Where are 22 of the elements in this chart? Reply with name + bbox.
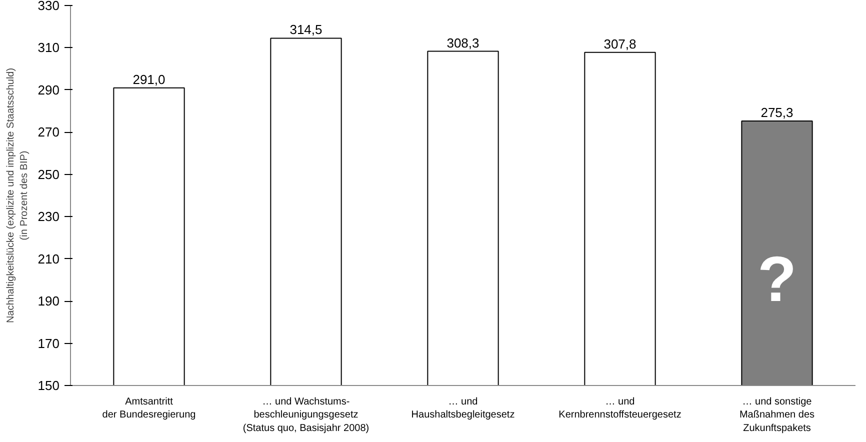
y-axis-title: Nachhaltigkeitslücke (explizite und implizite Staatsschuld) (in Prozent des BIP): [6, 68, 30, 324]
y-tick-label: 150: [38, 378, 60, 393]
annotation: ?: [757, 243, 797, 316]
y-tick-label: 310: [38, 40, 60, 56]
data-label: 275,3: [760, 104, 794, 120]
data-label: 308,3: [446, 35, 480, 50]
y-tick-label: 170: [38, 336, 60, 351]
x-tick-label: … und Wachstums- beschleunigungsgesetz (Status quo, Basisjahr 2008): [242, 396, 370, 434]
y-tick-label: 290: [38, 82, 60, 98]
y-tick-label: 230: [38, 209, 60, 224]
y-tick-label: 330: [38, 0, 60, 13]
y-tick-label: 250: [38, 166, 60, 182]
x-tick-label: … und sonstige Maßnahmen des Zukunftspakets: [739, 396, 815, 434]
y-tick-label: 190: [38, 294, 60, 309]
y-tick-label: 210: [38, 251, 60, 266]
data-label: 307,8: [604, 36, 636, 52]
x-tick-label: … und Kernbrennstoffsteuergesetz: [558, 396, 682, 421]
data-label: 314,5: [290, 22, 322, 38]
y-tick-label: 270: [38, 124, 60, 140]
x-tick-label: Amtsantritt der Bundesregierung: [102, 396, 196, 421]
x-tick-label: … und Haushaltsbegleitgesetz: [411, 396, 515, 421]
data-label: 291,0: [132, 72, 166, 87]
